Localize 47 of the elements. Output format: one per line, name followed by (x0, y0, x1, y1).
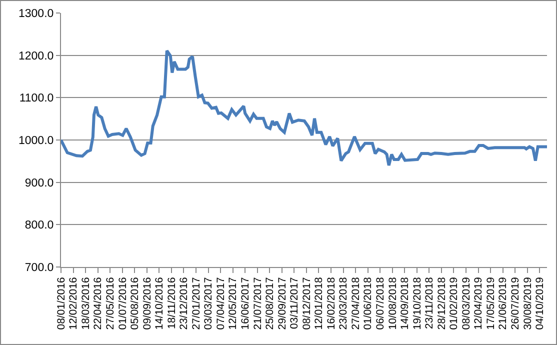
x-tick-label: 08/03/2019 (460, 277, 472, 330)
x-tick-label: 16/02/2018 (325, 277, 338, 330)
x-tick-label: 08/12/2017 (300, 277, 313, 330)
x-tick-label: 26/07/2019 (510, 277, 522, 330)
x-tick-label: 23/12/2016 (178, 277, 190, 330)
y-tick-label: 1000.0 (18, 135, 54, 148)
y-tick-label: 1300.0 (18, 8, 54, 20)
x-tick-label: 06/07/2018 (374, 277, 387, 330)
x-tick-label: 27/01/2017 (190, 277, 202, 330)
y-tick-label: 1100.0 (19, 92, 54, 105)
x-tick-label: 23/11/2018 (424, 277, 436, 329)
x-tick-label: 12/02/2016 (68, 277, 80, 330)
x-tick-label: 01/02/2019 (448, 277, 460, 330)
x-tick-label: 10/08/2018 (386, 277, 399, 330)
x-tick-label: 14/09/2018 (399, 277, 412, 330)
x-tick-label: 19/10/2018 (411, 277, 424, 330)
x-tick-label: 25/08/2017 (264, 277, 276, 330)
x-tick-label: 04/10/2019 (534, 277, 546, 330)
y-tick-label: 1200.0 (18, 50, 54, 62)
x-tick-label: 05/08/2016 (129, 277, 142, 330)
x-tick-label: 30/08/2019 (522, 277, 534, 330)
x-tick-label: 03/03/2017 (202, 277, 215, 330)
x-tick-label: 14/10/2016 (154, 277, 166, 330)
x-tick-label: 18/03/2016 (80, 277, 92, 330)
x-tick-label: 08/01/2016 (55, 277, 68, 330)
x-tick-label: 28/12/2018 (436, 277, 448, 330)
x-tick-label: 22/04/2016 (92, 277, 104, 330)
y-tick-label: 800.0 (24, 220, 54, 232)
x-tick-label: 07/04/2017 (214, 277, 227, 330)
x-tick-label: 17/05/2019 (484, 277, 497, 330)
y-tick-label: 700.0 (24, 262, 54, 274)
x-tick-label: 21/07/2017 (252, 277, 264, 330)
x-tick-label: 27/04/2018 (350, 277, 362, 330)
y-tick-label: 900.0 (24, 177, 54, 190)
x-tick-label: 27/05/2016 (104, 277, 116, 330)
x-tick-label: 03/11/2017 (288, 277, 301, 329)
x-tick-label: 12/05/2017 (227, 277, 240, 330)
x-tick-label: 18/11/2016 (166, 277, 178, 329)
x-tick-label: 23/03/2018 (338, 277, 350, 330)
x-tick-label: 01/07/2016 (116, 277, 129, 330)
x-tick-label: 12/04/2019 (472, 277, 485, 330)
x-tick-label: 12/01/2018 (313, 277, 326, 330)
x-tick-label: 29/09/2017 (276, 277, 288, 330)
x-tick-label: 16/06/2017 (240, 277, 252, 330)
x-tick-label: 21/06/2019 (497, 277, 510, 330)
x-tick-label: 01/06/2018 (362, 277, 374, 330)
x-tick-label: 09/09/2016 (141, 277, 154, 330)
